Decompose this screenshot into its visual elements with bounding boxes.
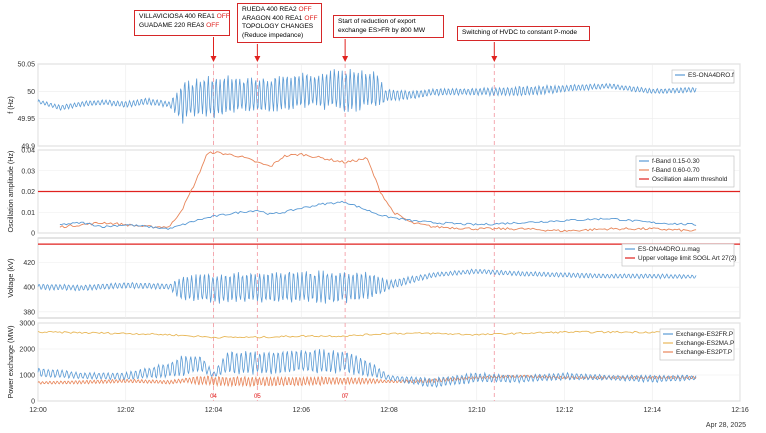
osc-ytick-label: 0 [31,231,35,238]
volt-ylabel: Voltage (kV) [6,258,15,297]
osc-ytick-label: 0.03 [21,168,35,175]
annotation-text: exchange ES>FR by 800 MW [338,26,426,34]
annotation-text: TOPOLOGY CHANGES [242,23,314,31]
power-ytick-label: 3000 [19,321,35,328]
volt-legend-label: Upper voltage limit SOGL Art 27(2) [638,255,737,262]
volt-legend-label: ES-ONA4DRO.u.mag [638,246,700,253]
annotation-line: TOPOLOGY CHANGES [242,23,317,32]
annotation-text: ARAGON 400 REA1 [242,14,305,22]
osc-ytick-label: 0.01 [21,210,35,217]
osc-ytick-label: 0.04 [21,148,35,155]
power-ytick-label: 1000 [19,373,35,380]
annotation-text: VILLAVICIOSA 400 REA1 [139,13,217,20]
osc-legend-label: Oscillation alarm threshold [652,176,728,183]
power-xtick-label: 12:02 [117,407,135,414]
power-legend-label: Exchange-ES2PT.P [676,349,732,356]
freq-series-line [37,68,697,124]
osc-band-060-070-line [59,151,697,233]
freq-ytick-label: 50.05 [17,62,35,69]
freq-legend-box [671,69,735,84]
event-label: 07 [342,394,349,400]
volt-series-line [37,268,697,304]
osc-legend-label: f-Band 0.15-0.30 [652,158,700,165]
annotation-line: Switching of HVDC to constant P-mode [462,29,585,38]
volt-ytick-label: 420 [23,260,35,267]
power-legend-label: Exchange-ES2MA.P [676,340,734,347]
power-legend-label: Exchange-ES2FR.P [676,331,733,338]
annotation-arrow-head [254,56,261,62]
power-xtick-label: 12:10 [468,407,486,414]
annotation-line: ARAGON 400 REA1 OFF [242,14,318,24]
power-xtick-label: 12:06 [292,407,310,414]
power-es2pt-line [37,374,697,388]
power-es2fr-line [37,349,697,389]
annotation-text: GUADAME 220 REA3 [139,21,207,29]
annotation-arrow-head [210,56,217,62]
annotation-topology-changes: RUEDA 400 REA2 OFF ARAGON 400 REA1 OFF TOP… [237,3,322,43]
annotation-line: VILLAVICIOSA 400 REA1 OFF [139,13,230,22]
power-xtick-label: 12:12 [556,407,574,414]
annotation-status-off: OFF [304,14,318,22]
power-xtick-label: 12:14 [643,407,661,414]
annotation-text: (Reduce impedance) [242,31,304,39]
volt-ytick-label: 400 [23,285,35,292]
annotation-hvdc-switching: Switching of HVDC to constant P-mode [457,26,590,41]
power-ytick-label: 2000 [19,347,35,354]
power-xtick-label: 12:08 [380,407,398,414]
annotation-status-off: OFF [216,13,230,20]
freq-legend-label: ES-ONA4DRO.f [688,72,734,79]
annotation-text: Start of reduction of export [338,18,416,25]
freq-ylabel: f (Hz) [6,96,15,114]
power-xtick-label: 12:16 [731,407,749,414]
volt-ytick-label: 380 [23,309,35,316]
date-label: Apr 28, 2025 [705,422,746,429]
osc-legend-label: f-Band 0.60-0.70 [652,167,700,174]
annotation-line: Start of reduction of export [338,18,439,27]
event-label: 04 [210,394,217,400]
event-label: 05 [254,394,261,400]
annotation-text: Switching of HVDC to constant P-mode [462,29,578,36]
power-ylabel: Power exchange (MW) [6,325,15,398]
annotation-status-off: OFF [298,6,312,13]
annotation-text: RUEDA 400 REA2 [242,6,299,13]
annotation-line: GUADAME 220 REA3 OFF [139,22,225,31]
power-xtick-label: 12:00 [29,407,47,414]
power-ytick-label: 0 [31,399,35,406]
freq-ytick-label: 49.9 [21,144,35,151]
volt-legend-box [621,243,735,267]
power-xtick-label: 12:04 [205,407,223,414]
annotation-line: (Reduce impedance) [242,32,317,41]
osc-legend-box [635,155,735,188]
freq-ytick-label: 50 [27,89,35,96]
annotation-arrow-head [491,56,498,62]
annotation-line: RUEDA 400 REA2 OFF [242,6,317,15]
annotation-reactor-off: VILLAVICIOSA 400 REA1 OFF GUADAME 220 REA… [134,10,230,36]
osc-ytick-label: 0.02 [21,189,35,196]
osc-ylabel: Oscillation amplitude (Hz) [6,151,15,233]
annotation-status-off: OFF [206,21,220,29]
power-es2ma-line [37,330,697,339]
freq-ytick-label: 49.95 [17,116,35,123]
annotation-arrow-head [342,56,349,62]
osc-band-015-030-line [59,200,697,231]
annotation-export-reduction: Start of reduction of export exchange ES>… [333,15,444,38]
annotation-line: exchange ES>FR by 800 MW [338,27,439,36]
